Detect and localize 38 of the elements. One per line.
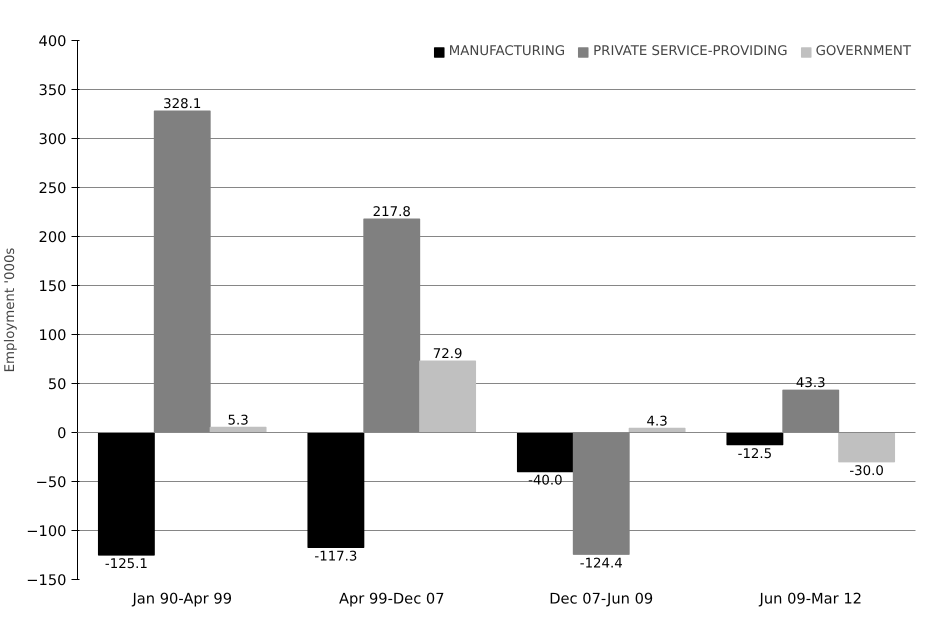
y-tick-label: 100	[38, 327, 67, 344]
x-tick-label: Jun 09-Mar 12	[758, 590, 862, 608]
data-label: 4.3	[646, 414, 668, 430]
y-axis-title: Employment '000s	[3, 248, 18, 372]
data-label: 328.1	[163, 96, 202, 112]
y-tick-label: 200	[38, 229, 67, 246]
bar	[516, 432, 574, 472]
y-tick-label: 300	[38, 131, 67, 148]
data-label: -30.0	[849, 464, 884, 479]
y-tick-label: 50	[48, 376, 67, 393]
y-tick-label: −150	[26, 572, 67, 589]
y-tick-label: 400	[38, 33, 67, 50]
y-tick-label: −100	[26, 523, 67, 540]
data-label: -12.5	[738, 446, 772, 462]
x-tick-label: Dec 07-Jun 09	[549, 590, 654, 608]
legend-label: PRIVATE SERVICE-PROVIDING	[593, 44, 788, 59]
bar	[726, 432, 784, 446]
y-tick-label: 150	[38, 278, 67, 295]
y-tick-label: 0	[57, 425, 67, 442]
data-label: 43.3	[796, 376, 826, 392]
bar	[307, 432, 364, 548]
data-label: 72.9	[432, 347, 462, 362]
y-tick-label: 350	[38, 82, 67, 99]
bar	[419, 360, 476, 433]
data-label: -125.1	[104, 557, 148, 572]
bar	[98, 432, 155, 556]
bar	[838, 432, 896, 462]
data-label: -40.0	[528, 474, 563, 489]
data-label: -117.3	[314, 549, 358, 564]
data-label: -124.4	[580, 556, 623, 572]
y-tick-label: −50	[36, 474, 67, 491]
x-tick-label: Jan 90-Apr 99	[131, 590, 232, 608]
legend-label: GOVERNMENT	[816, 44, 911, 59]
x-tick-label: Apr 99-Dec 07	[338, 590, 445, 608]
y-tick-label: 250	[38, 180, 67, 197]
legend-label: MANUFACTURING	[448, 44, 566, 59]
data-label: 5.3	[228, 413, 249, 428]
data-label: 217.8	[372, 205, 411, 220]
